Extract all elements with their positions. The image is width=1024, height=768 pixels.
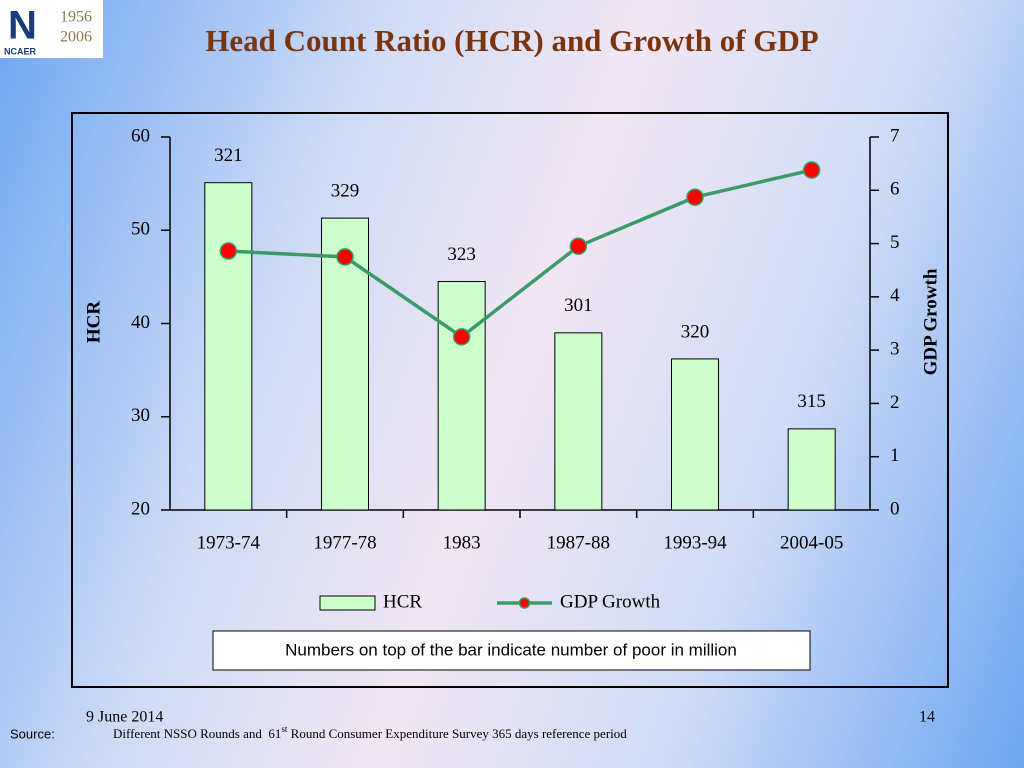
bar-annotation: 321 [214, 145, 243, 166]
line [228, 168, 813, 339]
y-tick-label: 20 [131, 498, 150, 519]
y-tick-label: 50 [131, 219, 150, 240]
y2-tick-label: 1 [890, 445, 900, 466]
logo-box [0, 0, 103, 58]
source-label: Source: [10, 726, 55, 741]
logo-year: 1956 [60, 9, 92, 26]
y2-tick-label: 4 [890, 285, 900, 306]
bar [671, 358, 719, 511]
marker [569, 237, 588, 255]
bar [787, 428, 836, 511]
y-tick-label: 30 [131, 405, 150, 426]
bar-annotation: 320 [681, 321, 710, 342]
y-tick-label: 40 [131, 312, 150, 333]
logo-mark: N [8, 4, 37, 48]
marker [452, 328, 471, 346]
bar-annotation: 323 [447, 244, 476, 265]
legend-label: HCR [383, 591, 422, 612]
source-text: Round Consumer Expenditure Survey 365 da… [287, 726, 627, 741]
source-text: Different NSSO Rounds and 61 [113, 726, 281, 741]
y2-tick-label: 6 [890, 179, 900, 200]
marker [336, 248, 354, 266]
source: Different NSSO Rounds and 61st Round Con… [113, 724, 627, 741]
legend-label: GDP Growth [560, 591, 661, 612]
marker [802, 161, 821, 179]
bar-annotation: 301 [564, 295, 593, 316]
x-tick-label: 1993-94 [663, 532, 727, 553]
marker [686, 188, 704, 206]
x-tick-label: 1977-78 [313, 532, 376, 553]
y2-tick-label: 0 [890, 498, 900, 519]
bar [204, 182, 253, 511]
logo-name: NCAER [4, 46, 37, 56]
y-axis-title: HCR [83, 301, 104, 344]
legend-swatch [319, 595, 376, 611]
y2-tick-label: 5 [890, 232, 900, 253]
x-tick-label: 1983 [443, 532, 481, 553]
x-tick-label: 2004-05 [780, 532, 843, 553]
y-tick-label: 60 [131, 125, 150, 146]
note: Numbers on top of the bar indicate numbe… [285, 640, 737, 659]
legend-marker [518, 597, 531, 609]
y2-tick-label: 2 [890, 392, 900, 413]
note-box [212, 630, 811, 671]
bar [554, 332, 603, 511]
marker [219, 242, 238, 260]
source-sup: st [281, 724, 288, 734]
bar-annotation: 329 [331, 180, 360, 201]
y2-axis-title: GDP Growth [920, 268, 941, 375]
date: 9 June 2014 [86, 709, 163, 726]
page-number: 14 [919, 709, 935, 726]
x-tick-label: 1973-74 [197, 532, 261, 553]
logo-year: 2006 [60, 29, 92, 46]
bar [437, 281, 486, 511]
y2-tick-label: 7 [890, 125, 900, 146]
chart-frame [71, 112, 949, 688]
slide-title: Head Count Ratio (HCR) and Growth of GDP [205, 23, 818, 58]
x-tick-label: 1987-88 [547, 532, 610, 553]
y2-tick-label: 3 [890, 339, 900, 360]
bar-annotation: 315 [797, 391, 826, 412]
